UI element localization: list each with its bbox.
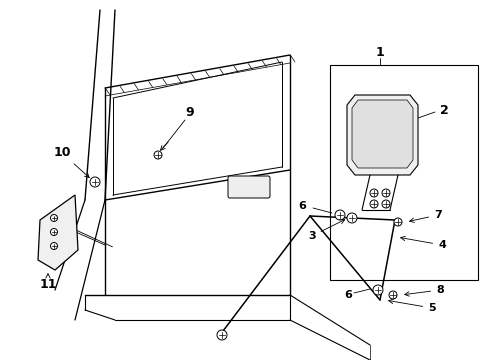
Circle shape [394, 218, 402, 226]
Text: 9: 9 [186, 105, 195, 118]
Polygon shape [347, 95, 418, 175]
Circle shape [382, 200, 390, 208]
Polygon shape [352, 100, 413, 168]
Text: 10: 10 [53, 145, 71, 158]
Circle shape [382, 189, 390, 197]
Circle shape [370, 200, 378, 208]
Text: 4: 4 [401, 236, 446, 250]
Bar [330, 65, 478, 280]
Circle shape [373, 285, 383, 295]
Polygon shape [38, 195, 78, 270]
FancyBboxPatch shape [228, 176, 270, 198]
Circle shape [347, 213, 357, 223]
Text: 8: 8 [405, 285, 444, 296]
Circle shape [217, 330, 227, 340]
Circle shape [50, 243, 57, 249]
Text: 6: 6 [298, 201, 306, 211]
Text: 11: 11 [39, 279, 57, 292]
Text: 7: 7 [410, 210, 442, 222]
Circle shape [50, 229, 57, 235]
Circle shape [50, 215, 57, 221]
Text: 5: 5 [389, 299, 436, 313]
Circle shape [335, 210, 345, 220]
Circle shape [154, 151, 162, 159]
Text: 1: 1 [376, 45, 384, 58]
Circle shape [389, 291, 397, 299]
Text: 3: 3 [308, 220, 344, 241]
Circle shape [370, 189, 378, 197]
Circle shape [90, 177, 100, 187]
Text: 6: 6 [344, 290, 352, 300]
Text: 2: 2 [440, 104, 448, 117]
